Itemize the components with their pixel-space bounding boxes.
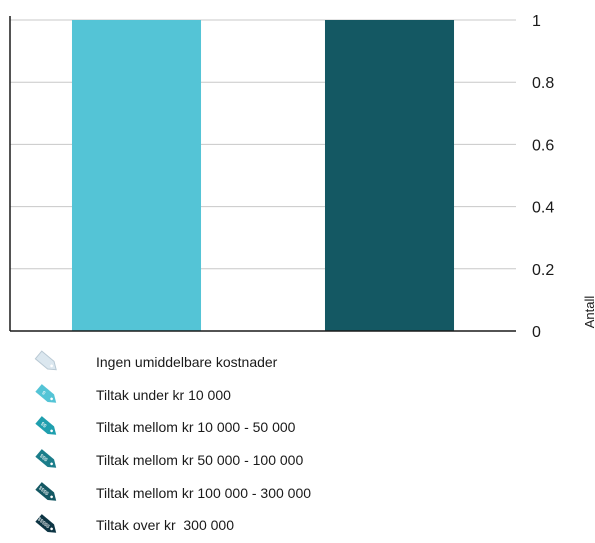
- y-tick-label: 0.8: [532, 75, 554, 92]
- legend-item: $ Tiltak under kr 10 000: [30, 379, 311, 412]
- y-tick-label: 0.6: [532, 137, 554, 154]
- y-axis-title: Antall: [582, 296, 595, 329]
- price-tag-icon: $$$$: [30, 481, 64, 505]
- legend-label: Ingen umiddelbare kostnader: [96, 354, 278, 371]
- empty-price-tag-icon: [30, 350, 64, 374]
- svg-text:$$$$: $$$$: [37, 485, 50, 497]
- legend-item: Ingen umiddelbare kostnader: [30, 346, 311, 379]
- legend-item: $$ Tiltak mellom kr 10 000 - 50 000: [30, 411, 311, 444]
- y-tick-label: 1: [532, 13, 541, 30]
- legend: Ingen umiddelbare kostnader $ Tiltak und…: [30, 346, 311, 542]
- legend-item: $$$$$ Tiltak over kr 300 000: [30, 509, 311, 542]
- y-tick-label: 0: [532, 324, 541, 340]
- price-tag-icon: $: [30, 383, 64, 407]
- price-tag-icon: $$$$$: [30, 513, 64, 537]
- bar-chart: 0 0.2 0.4 0.6 0.8 1 Antall: [9, 13, 595, 340]
- svg-text:$: $: [40, 390, 46, 397]
- y-tick-label: 0.2: [532, 262, 554, 279]
- y-tick-label: 0.4: [532, 200, 554, 217]
- legend-label: Tiltak over kr 300 000: [96, 517, 234, 534]
- legend-label: Tiltak mellom kr 10 000 - 50 000: [96, 419, 296, 436]
- price-tag-icon: $$: [30, 415, 64, 439]
- bar: [71, 20, 202, 331]
- legend-label: Tiltak under kr 10 000: [96, 386, 231, 403]
- svg-text:$$: $$: [39, 422, 47, 430]
- axes: [9, 16, 516, 332]
- bars: [71, 20, 455, 331]
- legend-label: Tiltak mellom kr 100 000 - 300 000: [96, 484, 312, 501]
- y-tick-labels: 0 0.2 0.4 0.6 0.8 1: [532, 13, 554, 340]
- legend-item: $$$ Tiltak mellom kr 50 000 - 100 000: [30, 444, 311, 477]
- legend-item: $$$$ Tiltak mellom kr 100 000 - 300 000: [30, 476, 311, 509]
- bar: [324, 20, 455, 331]
- svg-text:$$$: $$$: [38, 453, 48, 463]
- legend-label: Tiltak mellom kr 50 000 - 100 000: [96, 452, 304, 469]
- price-tag-icon: $$$: [30, 448, 64, 472]
